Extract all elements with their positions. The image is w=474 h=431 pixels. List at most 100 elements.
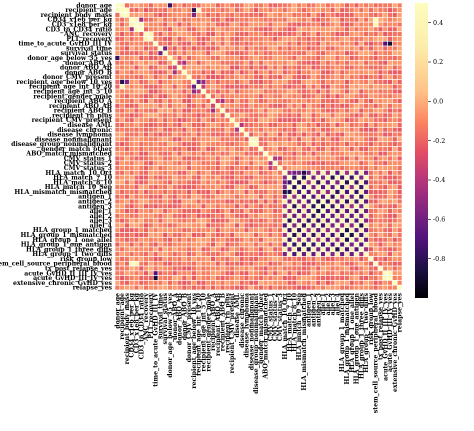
heatmap-cell (243, 2, 250, 9)
heatmap-cell (358, 222, 365, 229)
heatmap-cell (167, 55, 173, 61)
heatmap-cell (349, 241, 355, 248)
heatmap-cell (124, 150, 130, 157)
heatmap-cell (124, 284, 130, 291)
heatmap-cell (382, 256, 388, 262)
heatmap-cell (143, 26, 149, 33)
heatmap-cell (119, 21, 125, 28)
heatmap-cell (258, 184, 264, 190)
heatmap-cell (224, 50, 231, 56)
heatmap-cell (152, 55, 159, 61)
row-tick-label: recipient_age (65, 7, 112, 14)
heatmap-cell (234, 79, 240, 85)
heatmap-cell (315, 103, 321, 109)
heatmap-cell (176, 256, 183, 262)
heatmap-cell (234, 69, 240, 76)
heatmap-cell (224, 141, 231, 147)
heatmap-cell (200, 2, 207, 9)
heatmap-cell (392, 179, 398, 186)
heatmap-cell (301, 141, 307, 147)
heatmap-cell (315, 237, 321, 243)
heatmap-cell (167, 21, 173, 28)
heatmap-cell (172, 155, 178, 162)
heatmap-cell (162, 112, 168, 119)
heatmap-cell (157, 203, 164, 209)
heatmap-cell (172, 74, 178, 80)
heatmap-cell (262, 50, 269, 56)
heatmap-cell (258, 141, 264, 147)
heatmap-cell (272, 251, 278, 257)
heatmap-cell (329, 45, 336, 52)
heatmap-cell (396, 275, 403, 281)
heatmap-cell (248, 146, 255, 152)
colorbar-tick-label: -0.4 (433, 176, 445, 184)
heatmap-cell (186, 189, 192, 195)
heatmap-cell (243, 64, 250, 71)
heatmap-cell (129, 189, 135, 195)
heatmap-cell (205, 217, 211, 224)
heatmap-cell (148, 165, 154, 171)
heatmap-cell (152, 79, 159, 85)
heatmap-cell (344, 246, 350, 253)
heatmap-cell (296, 12, 302, 18)
heatmap-cell (152, 107, 159, 114)
heatmap-cell (296, 170, 302, 176)
heatmap-cell (372, 31, 379, 37)
heatmap-cell (277, 127, 283, 133)
heatmap-cell (215, 184, 221, 190)
heatmap-cell (387, 217, 393, 224)
heatmap-cell (224, 184, 231, 190)
heatmap-cell (387, 232, 393, 238)
heatmap-cell (124, 112, 130, 119)
colorbar-tick-label: 0.2 (433, 58, 443, 66)
heatmap-cell (248, 60, 255, 66)
heatmap-cell (325, 174, 331, 181)
heatmap-cell (258, 170, 264, 176)
heatmap-cell (253, 256, 259, 262)
heatmap-cell (339, 280, 345, 286)
heatmap-cell (229, 45, 235, 52)
heatmap-cell (387, 40, 393, 47)
heatmap-cell (277, 107, 283, 114)
heatmap-cell (138, 194, 144, 200)
heatmap-cell (286, 36, 293, 42)
heatmap-cell (272, 36, 278, 42)
heatmap-cell (258, 127, 264, 133)
heatmap-cell (372, 194, 379, 200)
heatmap-cell (253, 184, 259, 190)
heatmap-cell (291, 64, 298, 71)
heatmap-cell (124, 213, 130, 219)
heatmap-cell (277, 40, 283, 47)
heatmap-cell (138, 31, 144, 37)
heatmap-cell (353, 12, 360, 18)
heatmap-cell (181, 136, 188, 143)
heatmap-cell (224, 84, 231, 90)
heatmap-cell (277, 275, 283, 281)
heatmap-cell (387, 198, 393, 205)
heatmap-cell (368, 136, 374, 143)
heatmap-cell (377, 217, 384, 224)
heatmap-cell (282, 127, 288, 133)
heatmap-cell (349, 246, 355, 253)
heatmap-cell (129, 127, 135, 133)
heatmap-cell (358, 179, 365, 186)
heatmap-cell (234, 146, 240, 152)
heatmap-cell (129, 107, 135, 114)
heatmap-cell (325, 107, 331, 114)
heatmap-cell (162, 213, 168, 219)
heatmap-cell (315, 107, 321, 114)
heatmap-cell (277, 146, 283, 152)
heatmap-cell (368, 265, 374, 272)
heatmap-cell (277, 203, 283, 209)
heatmap-cell (148, 69, 154, 76)
heatmap-cell (215, 232, 221, 238)
heatmap-cell (296, 69, 302, 76)
heatmap-cell (382, 165, 388, 171)
heatmap-cell (215, 69, 221, 76)
heatmap-cell (353, 222, 360, 229)
heatmap-cell (129, 213, 135, 219)
heatmap-cell (363, 12, 369, 18)
heatmap-cell (392, 21, 398, 28)
heatmap-cell (315, 227, 321, 233)
heatmap-cell (124, 93, 130, 99)
